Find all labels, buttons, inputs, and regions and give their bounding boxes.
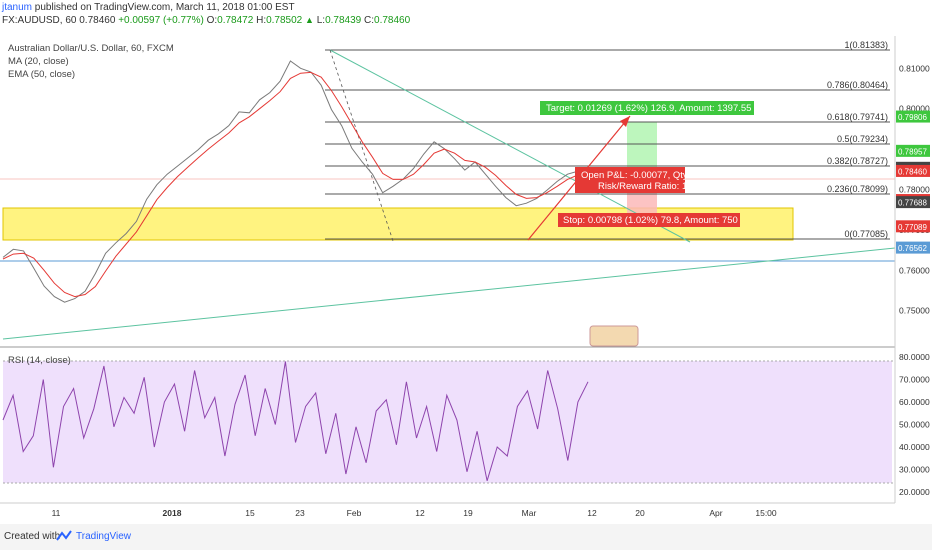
symbol-line: FX:AUDUSD, 60 0.78460 +0.00597 (+0.77%) … [2, 15, 410, 26]
rsi-legend: RSI (14, close) [8, 355, 71, 366]
price-badge-label: 0.78460 [898, 167, 927, 176]
time-tick-label: Apr [709, 508, 722, 518]
footer-bar: Created with TradingView [0, 524, 932, 550]
chart-header: jtanum published on TradingView.com, Mar… [0, 0, 932, 30]
stop-label: Stop: 0.00798 (1.02%) 79.8, Amount: 750 [563, 215, 738, 226]
fib-label-0786: 0.786(0.80464) [827, 80, 888, 90]
fib-label-05: 0.5(0.79234) [837, 134, 888, 144]
price-badge [896, 196, 930, 209]
price-badge-label: 0.76562 [898, 244, 927, 253]
rsi-tick-label: 60.0000 [899, 397, 930, 407]
tradingview-brand[interactable]: TradingView [76, 531, 132, 542]
price-badge-label: 0.77089 [898, 223, 927, 232]
time-tick-label: 23 [295, 508, 305, 518]
rsi-tick-label: 50.0000 [899, 420, 930, 430]
rsi-band [3, 361, 892, 483]
time-tick-label: 15 [245, 508, 255, 518]
low-label: L: [316, 15, 326, 26]
price-change: +0.00597 (+0.77%) [118, 15, 204, 26]
time-tick-label: 20 [635, 508, 645, 518]
username-link[interactable]: jtanum [2, 2, 33, 13]
rsi-tick-label: 70.0000 [899, 375, 930, 385]
falling-trendline[interactable] [329, 49, 691, 243]
event-flag-icon[interactable] [589, 325, 639, 347]
up-triangle-icon: ▲ [305, 15, 314, 25]
chart-title: Australian Dollar/U.S. Dollar, 60, FXCM [8, 43, 174, 54]
stop-label-bg [558, 213, 740, 227]
time-tick-label: 15:00 [755, 508, 777, 518]
rsi-tick-label: 30.0000 [899, 465, 930, 475]
fib-label-0: 0(0.77085) [844, 229, 888, 239]
time-tick-label: 11 [52, 508, 61, 518]
last-price: 0.78460 [79, 15, 116, 26]
fib-label-0236: 0.236(0.78099) [827, 184, 888, 194]
price-tick-label: 0.80000 [899, 104, 930, 114]
tradingview-logo-icon[interactable] [56, 530, 72, 542]
fib-label-1: 1(0.81383) [844, 40, 888, 50]
rr-label: Risk/Reward Ratio: 1.59 [598, 181, 700, 192]
rsi-tick-label: 80.0000 [899, 352, 930, 362]
price-badge [896, 164, 930, 177]
time-tick-label: 19 [463, 508, 473, 518]
target-label: Target: 0.01269 (1.62%) 126.9, Amount: 1… [546, 103, 751, 114]
target-label-bg [540, 101, 754, 115]
price-badge [896, 144, 930, 157]
ma-series-line [2, 71, 589, 298]
price-badge [896, 110, 930, 123]
time-tick-label: Feb [347, 508, 362, 518]
published-text: published on TradingView.com, March 11, … [34, 2, 295, 13]
time-tick-label: 12 [415, 508, 425, 518]
time-tick-label: 12 [587, 508, 597, 518]
rsi-tick-label: 20.0000 [899, 487, 930, 497]
fib-label-0382: 0.382(0.78727) [827, 156, 888, 166]
pnl-label-bg [575, 167, 685, 193]
high-label: H: [256, 15, 267, 26]
publish-line: jtanum published on TradingView.com, Mar… [2, 2, 295, 13]
pnl-label: Open P&L: -0.00077, Qty: 31328 [581, 170, 719, 181]
created-with-text: Created with [4, 531, 61, 542]
price-tick-label: 0.76000 [899, 265, 930, 275]
close-label: C: [364, 15, 375, 26]
arrow-head-icon [620, 116, 630, 127]
rsi-series-line [2, 361, 589, 481]
ma-legend: MA (20, close) [8, 56, 69, 67]
time-tick-label: Mar [522, 508, 537, 518]
high-value: 0.78502 [266, 15, 303, 26]
price-badge-label: 0.79806 [898, 113, 927, 122]
price-tick-label: 0.78000 [899, 185, 930, 195]
open-value: 0.78472 [217, 15, 254, 26]
price-badge [896, 241, 930, 254]
price-badge [896, 220, 930, 233]
low-value: 0.78439 [325, 15, 362, 26]
fib-label-0618: 0.618(0.79741) [827, 112, 888, 122]
open-label: O: [206, 15, 218, 26]
chart-svg[interactable]: 1(0.81383) 0.786(0.80464) 0.618(0.79741)… [0, 36, 932, 522]
close-value: 0.78460 [374, 15, 411, 26]
price-badge-label: 0.77688 [898, 199, 927, 208]
rsi-tick-label: 40.0000 [899, 442, 930, 452]
symbol-label: FX:AUDUSD, 60 [2, 15, 77, 26]
price-tick-label: 0.75000 [899, 306, 930, 316]
price-tick-label: 0.81000 [899, 63, 930, 73]
rising-trendline[interactable] [2, 247, 896, 340]
price-badge-label: 0.78957 [898, 147, 927, 156]
price-series-line [2, 60, 589, 303]
time-tick-label: 2018 [163, 508, 182, 518]
ema-legend: EMA (50, close) [8, 69, 75, 80]
